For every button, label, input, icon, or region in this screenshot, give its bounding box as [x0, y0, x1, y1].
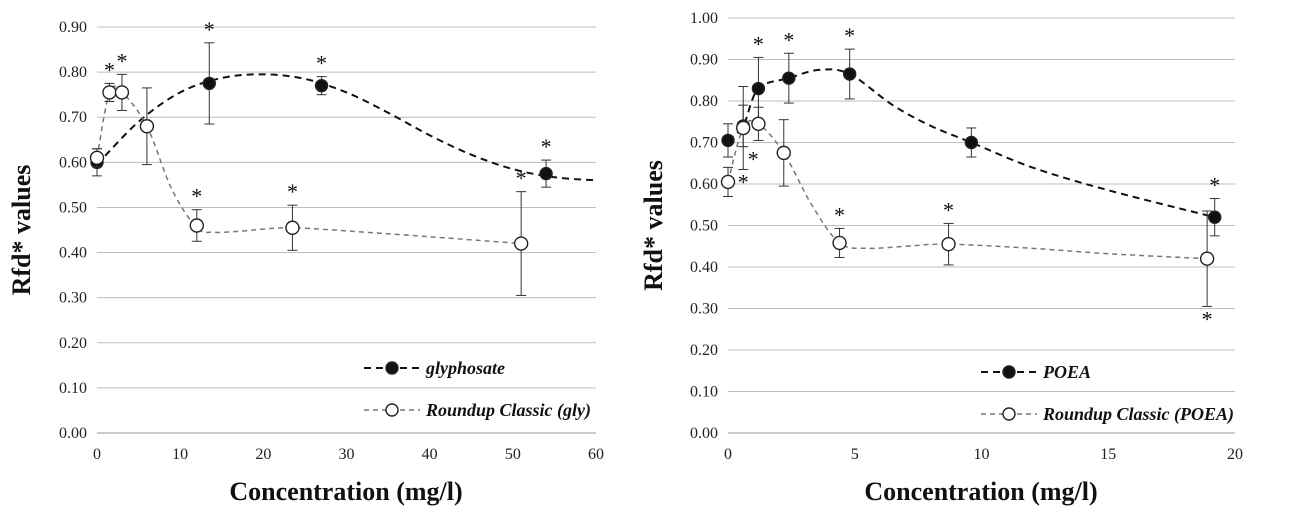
significance-star: * [748, 147, 759, 172]
legend-label: POEA [1042, 362, 1091, 382]
data-point [721, 133, 735, 148]
y-tick-label: 0.80 [59, 64, 87, 81]
legend-marker [385, 403, 399, 417]
significance-star: * [834, 202, 845, 227]
x-tick-label: 15 [1100, 446, 1116, 463]
significance-star: * [204, 17, 215, 42]
data-point [102, 85, 117, 100]
x-axis-title: Concentration (mg/l) [229, 477, 462, 506]
x-tick-label: 10 [974, 446, 990, 463]
data-point [314, 78, 329, 93]
y-tick-label: 0.20 [690, 342, 718, 359]
y-tick-label: 0.60 [59, 154, 87, 171]
data-point [751, 81, 766, 96]
legend-label: glyphosate [425, 358, 505, 378]
y-tick-label: 0.90 [59, 19, 87, 36]
y-tick-label: 0.60 [690, 176, 718, 193]
significance-star: * [287, 179, 298, 204]
x-tick-label: 20 [255, 446, 271, 463]
y-axis-title: Rfd* values [7, 165, 36, 296]
legend-marker [1002, 365, 1016, 379]
data-point [139, 119, 155, 134]
x-axis-title: Concentration (mg/l) [864, 477, 1097, 506]
data-point [114, 85, 130, 100]
y-tick-label: 0.90 [690, 52, 718, 69]
data-point [941, 236, 956, 252]
y-tick-label: 0.40 [59, 245, 87, 262]
y-tick-label: 0.10 [690, 384, 718, 401]
y-tick-label: 0.50 [690, 218, 718, 235]
significance-star: * [316, 51, 327, 76]
data-point [539, 166, 553, 181]
legend-label: Roundup Classic (POEA) [1042, 404, 1234, 425]
legend-entry: Roundup Classic (gly) [364, 400, 591, 421]
significance-star: * [738, 169, 749, 194]
series-curve [96, 85, 522, 245]
data-point [964, 135, 979, 150]
data-point [736, 120, 751, 136]
y-tick-label: 0.20 [59, 335, 87, 352]
data-point [751, 116, 766, 132]
x-tick-label: 50 [505, 446, 521, 463]
x-tick-label: 30 [339, 446, 355, 463]
y-tick-label: 0.30 [59, 290, 87, 307]
data-point [1199, 251, 1215, 266]
x-tick-label: 20 [1227, 446, 1243, 463]
data-point [842, 67, 857, 81]
x-tick-label: 40 [422, 446, 438, 463]
y-tick-label: 0.70 [690, 135, 718, 152]
significance-star: * [753, 31, 764, 56]
significance-star: * [541, 134, 552, 159]
y-axis-title: Rfd* values [639, 160, 668, 291]
legend-label: Roundup Classic (gly) [425, 400, 591, 421]
data-point [720, 174, 736, 190]
significance-star: * [943, 197, 954, 222]
significance-star: * [104, 57, 115, 82]
data-point [202, 76, 216, 91]
y-tick-label: 0.80 [690, 93, 718, 110]
legend-marker [385, 361, 399, 375]
y-tick-label: 0.00 [690, 425, 718, 442]
y-tick-label: 0.50 [59, 199, 87, 216]
significance-star: * [844, 23, 855, 48]
series-filled: *** [90, 17, 597, 188]
significance-star: * [191, 184, 202, 209]
data-point [1208, 210, 1222, 224]
y-tick-label: 0.40 [690, 259, 718, 276]
significance-star: * [116, 48, 127, 73]
data-point [89, 150, 105, 166]
y-tick-label: 0.70 [59, 109, 87, 126]
series-open: ***** [89, 48, 529, 296]
significance-star: * [516, 166, 527, 191]
x-tick-label: 10 [172, 446, 188, 463]
significance-star: * [753, 81, 764, 106]
chart-panel-glyphosate: 0.00 0.10 0.20 0.30 0.40 0.50 0.60 0.70 0.80 0.90… [7, 17, 604, 506]
series-filled: ** * ** [721, 23, 1222, 237]
x-tick-label: 0 [724, 446, 732, 463]
legend-entry: glyphosate [364, 358, 505, 378]
legend-marker [1002, 407, 1016, 421]
significance-star: * [783, 27, 794, 52]
legend-entry: POEA [981, 362, 1091, 382]
significance-star: * [1209, 173, 1220, 198]
chart-panel-poea: 0.00 0.10 0.20 0.30 0.40 0.50 0.60 0.70 0.80 0.90… [639, 10, 1243, 506]
data-point [776, 145, 791, 161]
data-point [285, 220, 300, 235]
series-curve [96, 73, 597, 182]
y-tick-label: 0.00 [59, 425, 87, 442]
x-tick-label: 5 [851, 446, 859, 463]
data-point [782, 71, 796, 85]
series-open: ***** [720, 81, 1215, 331]
y-tick-label: 1.00 [690, 10, 718, 27]
y-tick-label: 0.30 [690, 301, 718, 318]
data-point [513, 236, 529, 251]
significance-star: * [1202, 306, 1213, 331]
x-tick-label: 60 [588, 446, 604, 463]
y-tick-label: 0.10 [59, 380, 87, 397]
x-tick-label: 0 [93, 446, 101, 463]
legend-entry: Roundup Classic (POEA) [981, 404, 1234, 425]
data-point [189, 218, 205, 233]
data-point [832, 235, 847, 251]
